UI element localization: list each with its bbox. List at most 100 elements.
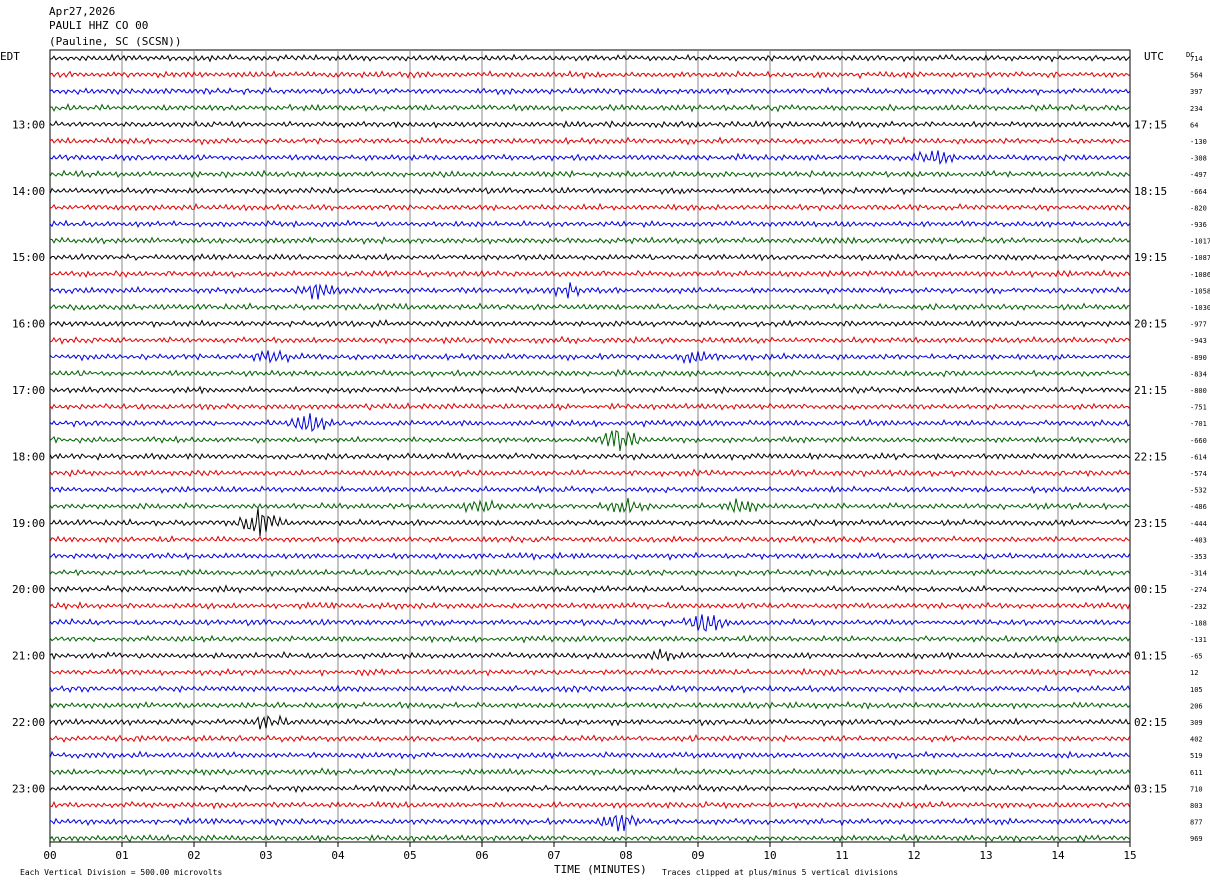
dc-offset-label: -751: [1190, 404, 1207, 412]
x-tick-label: 05: [403, 849, 416, 862]
right-hour-label: 01:15: [1134, 650, 1167, 663]
dc-offset-label: -403: [1190, 536, 1207, 544]
dc-offset-label: -977: [1190, 321, 1207, 329]
dc-offset-label: 402: [1190, 736, 1203, 744]
trace-line: [49, 70, 1131, 80]
x-tick-label: 10: [763, 849, 776, 862]
date-label: Apr27,2026: [49, 5, 116, 18]
dc-offset-label: -936: [1190, 221, 1207, 229]
left-hour-label: 20:00: [12, 583, 45, 596]
trace-line: [49, 335, 1131, 345]
dc-offset-label: -943: [1190, 337, 1207, 345]
dc-offset-label: -130: [1190, 138, 1207, 146]
trace-line: [49, 535, 1131, 545]
dc-offset-label: -1058: [1190, 287, 1210, 295]
trace-line: [49, 601, 1131, 611]
trace-line: [49, 714, 1131, 730]
dc-header-label: DC: [1186, 51, 1194, 59]
dc-offset-label: -532: [1190, 487, 1207, 495]
x-tick-label: 11: [835, 849, 848, 862]
dc-offset-label: -614: [1190, 453, 1207, 461]
right-hour-label: 00:15: [1134, 583, 1167, 596]
left-hour-label: 22:00: [12, 716, 45, 729]
x-tick-label: 08: [619, 849, 632, 862]
dc-offset-label: 611: [1190, 769, 1203, 777]
trace-line: [49, 783, 1131, 794]
dc-offset-label: 969: [1190, 835, 1203, 843]
trace-line: [49, 202, 1131, 213]
trace-group: [49, 53, 1131, 843]
dc-offset-label: -1017: [1190, 238, 1210, 246]
dc-offset-label: -308: [1190, 155, 1207, 163]
trace-line: [49, 86, 1131, 97]
trace-line: [49, 282, 1131, 300]
trace-line: [49, 302, 1130, 312]
dc-offset-label: -131: [1190, 636, 1207, 644]
clip-note: Traces clipped at plus/minus 5 vertical …: [662, 868, 898, 877]
dc-offset-label: -1030: [1190, 304, 1210, 312]
station-label: PAULI HHZ CO 00: [49, 19, 149, 32]
dc-offset-label: -701: [1190, 420, 1207, 428]
x-tick-label: 01: [115, 849, 128, 862]
right-hour-label: 18:15: [1134, 185, 1167, 198]
trace-line: [50, 53, 1131, 63]
right-hour-label: 21:15: [1134, 384, 1167, 397]
trace-line: [49, 103, 1131, 113]
trace-line: [49, 750, 1131, 760]
plot-frame: [49, 49, 1131, 843]
trace-line: [49, 700, 1131, 710]
trace-line: [49, 551, 1131, 561]
left-hour-label: 15:00: [12, 251, 45, 264]
dc-offset-label: 564: [1190, 72, 1203, 80]
left-hour-label: 19:00: [12, 517, 45, 530]
dc-offset-label: -890: [1190, 354, 1207, 362]
trace-line: [49, 186, 1131, 196]
dc-offset-label: -820: [1190, 204, 1207, 212]
trace-line: [49, 468, 1131, 478]
x-tick-label: 02: [187, 849, 200, 862]
scale-note: Each Vertical Division = 500.00 microvol…: [20, 868, 222, 877]
dc-offset-label: -232: [1190, 603, 1207, 611]
trace-line: [49, 136, 1131, 146]
dc-offset-label: 803: [1190, 802, 1203, 810]
x-tick-label: 00: [43, 849, 56, 862]
left-timezone-label: EDT: [0, 50, 20, 63]
x-axis-title: TIME (MINUTES): [554, 863, 647, 876]
left-hour-label: 23:00: [12, 782, 45, 795]
left-hour-label: 13:00: [12, 118, 45, 131]
dc-offset-label: 309: [1190, 719, 1203, 727]
trace-line: [49, 733, 1131, 743]
trace-line: [49, 568, 1131, 578]
trace-line: [49, 219, 1131, 229]
dc-offset-label: -444: [1190, 520, 1207, 528]
trace-line: [49, 236, 1131, 245]
right-timezone-label: UTC: [1144, 50, 1164, 63]
dc-offset-label: -274: [1190, 586, 1207, 594]
trace-line: [49, 614, 1131, 632]
x-tick-label: 15: [1123, 849, 1136, 862]
trace-line: [50, 767, 1131, 777]
dc-offset-label: 710: [1190, 785, 1203, 793]
plot-grid: [49, 49, 1131, 847]
x-tick-label: 09: [691, 849, 704, 862]
trace-line: [49, 667, 1131, 677]
trace-line: [49, 269, 1131, 279]
x-tick-label: 07: [547, 849, 560, 862]
x-tick-label: 06: [475, 849, 488, 862]
dc-offset-label: -1087: [1190, 254, 1210, 262]
right-hour-label: 19:15: [1134, 251, 1167, 264]
trace-line: [49, 833, 1131, 843]
dc-offset-label: 105: [1190, 686, 1203, 694]
trace-line: [49, 497, 1130, 514]
dc-offset-label: -664: [1190, 188, 1207, 196]
trace-line: [49, 318, 1131, 329]
left-hour-label: 18:00: [12, 450, 45, 463]
right-hour-label: 20:15: [1134, 318, 1167, 331]
right-hour-label: 02:15: [1134, 716, 1167, 729]
dc-offset-label: -486: [1190, 503, 1207, 511]
right-hour-label: 22:15: [1134, 450, 1167, 463]
dc-offset-label: 397: [1190, 88, 1203, 96]
left-hour-label: 16:00: [12, 318, 45, 331]
dc-offset-label: -574: [1190, 470, 1207, 478]
x-tick-label: 13: [979, 849, 992, 862]
